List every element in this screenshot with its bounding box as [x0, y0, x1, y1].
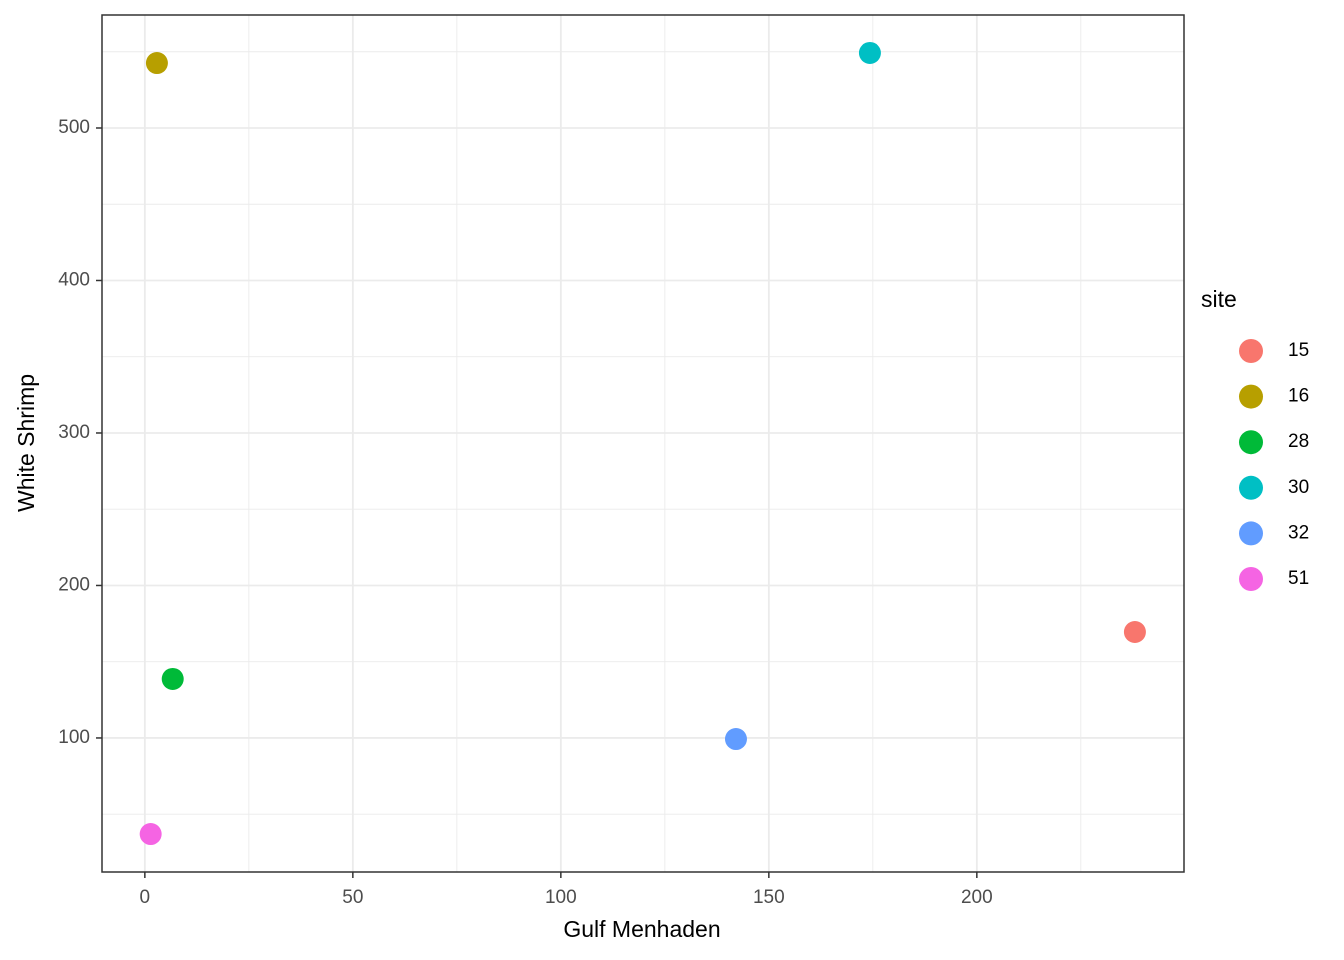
legend-title: site — [1201, 286, 1237, 312]
point — [1123, 620, 1146, 643]
y-tick-label: 500 — [58, 117, 90, 138]
legend-label: 28 — [1288, 431, 1309, 452]
legend-label: 15 — [1288, 340, 1309, 361]
legend-swatch — [1239, 567, 1263, 591]
x-tick-label: 150 — [753, 887, 785, 908]
x-tick-label: 200 — [961, 887, 993, 908]
point — [161, 667, 184, 690]
x-tick-label: 50 — [342, 887, 363, 908]
y-axis-title: White Shrimp — [13, 374, 39, 512]
legend-swatch — [1239, 521, 1263, 546]
legend-label: 16 — [1288, 386, 1309, 407]
point — [858, 41, 881, 64]
y-tick-label: 300 — [58, 422, 90, 443]
point — [145, 52, 168, 75]
x-tick-label: 100 — [545, 887, 577, 908]
point — [139, 823, 162, 846]
x-axis-title: Gulf Menhaden — [563, 916, 720, 942]
legend-swatch — [1239, 384, 1263, 409]
y-tick-label: 400 — [58, 270, 90, 291]
plot-border — [101, 14, 1185, 873]
y-tick-label: 100 — [58, 727, 90, 748]
point — [724, 728, 747, 751]
legend-label: 30 — [1288, 477, 1309, 498]
legend-label: 32 — [1288, 522, 1309, 543]
legend-label: 51 — [1288, 568, 1309, 589]
legend-swatch — [1239, 430, 1263, 455]
x-tick-label: 0 — [140, 887, 151, 908]
legend-swatch — [1239, 475, 1263, 500]
legend-swatch — [1239, 339, 1263, 363]
y-tick-label: 200 — [58, 574, 90, 595]
